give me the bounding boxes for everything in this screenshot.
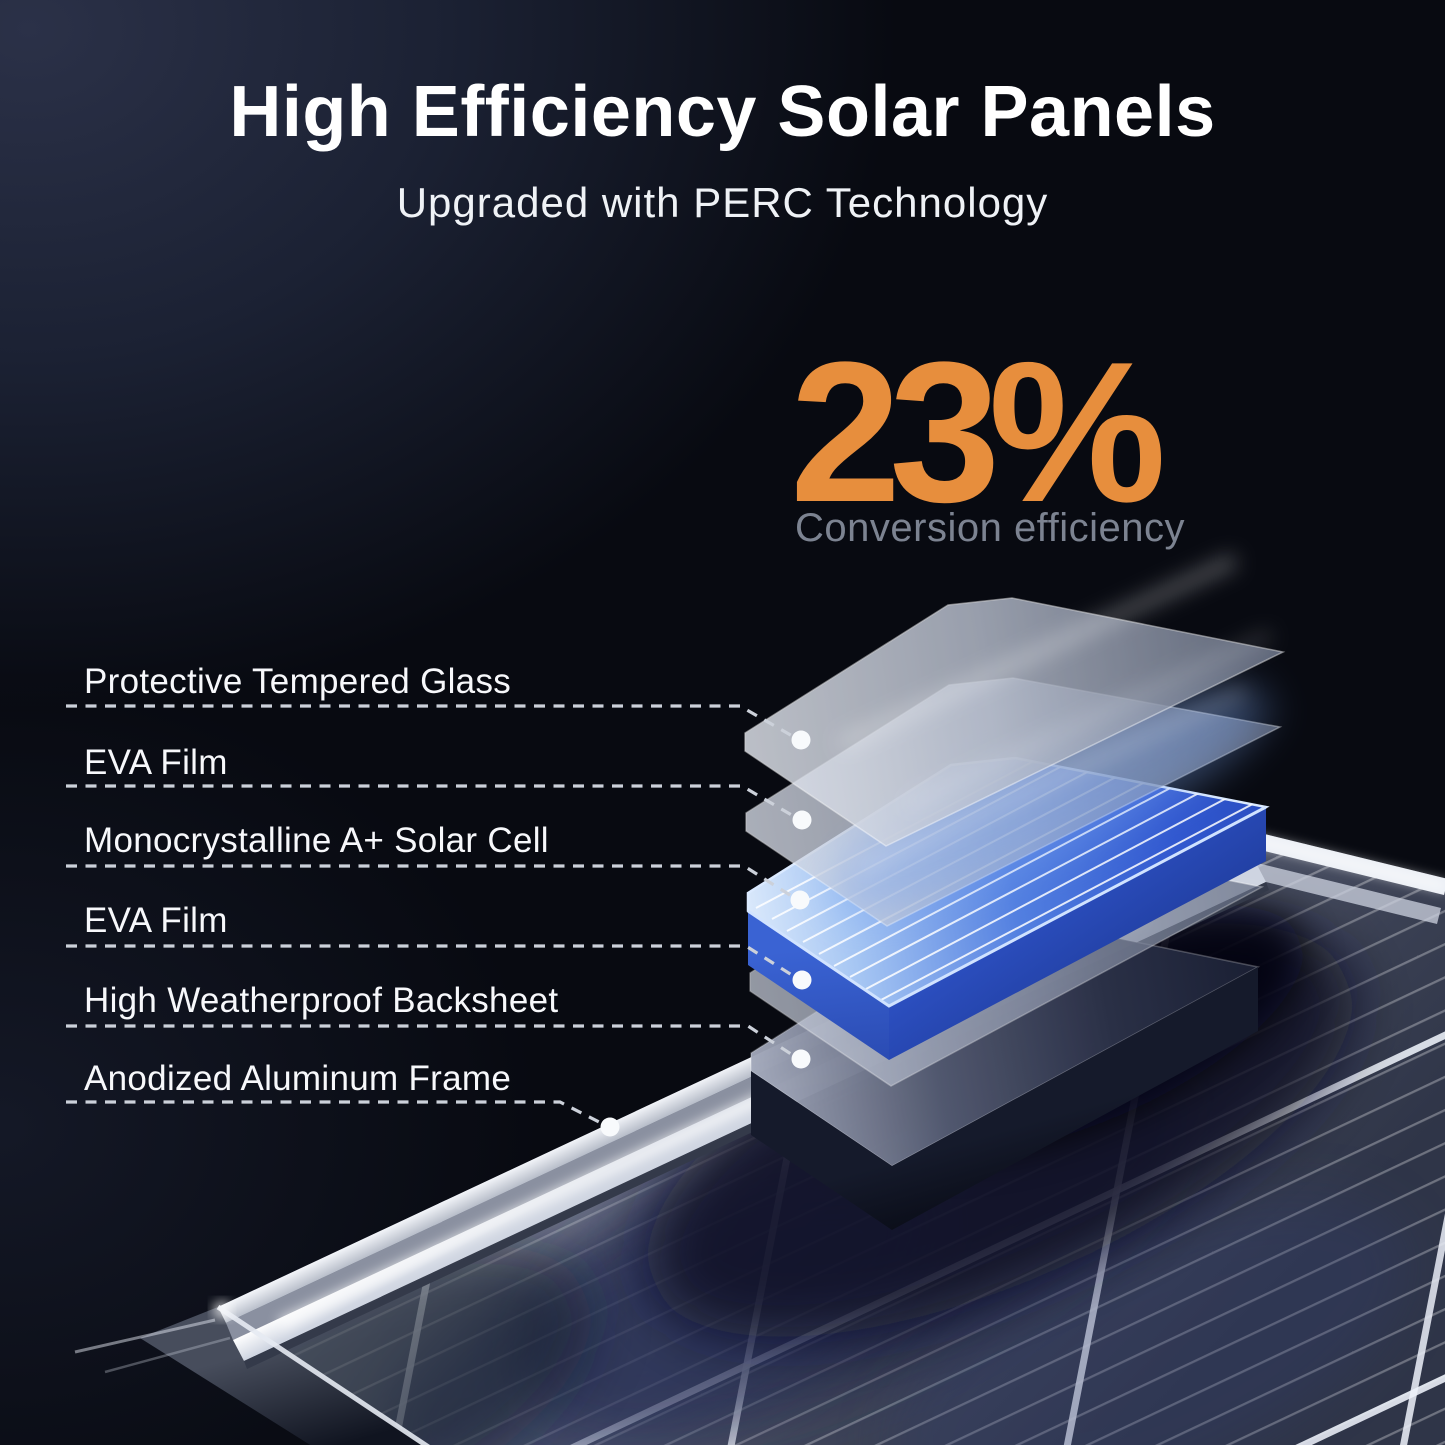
layer-marker-dots	[600, 730, 812, 1137]
panel-frame-corner-streak	[74, 1318, 216, 1354]
panel-frame-side-face	[140, 1307, 426, 1445]
layer-marker-dot	[792, 810, 812, 830]
panel-frame-corner-streak	[104, 1336, 231, 1374]
leader-line-eva-top	[66, 784, 796, 819]
efficiency-caption: Conversion efficiency	[795, 506, 1185, 550]
layer-marker-dot	[790, 890, 810, 910]
leader-line-tempered-glass	[66, 704, 795, 739]
page-title: High Efficiency Solar Panels	[229, 72, 1216, 152]
layer-marker-dot	[792, 970, 812, 990]
layer-label-aluminum-frame: Anodized Aluminum Frame	[84, 1059, 512, 1098]
efficiency-value: 23%	[790, 321, 1166, 544]
layer-glass-sheet	[744, 553, 1286, 847]
layer-label-solar-cell: Monocrystalline A+ Solar Cell	[84, 821, 549, 860]
layer-label-eva-bottom: EVA Film	[84, 901, 228, 940]
layer-label-tempered-glass: Protective Tempered Glass	[84, 662, 512, 701]
layer-marker-dot	[791, 730, 811, 750]
leader-line-eva-bottom	[66, 944, 796, 979]
leader-line-solar-cell	[66, 864, 794, 899]
exploded-stack	[744, 553, 1286, 1230]
page-subtitle: Upgraded with PERC Technology	[396, 179, 1049, 226]
layer-label-eva-top: EVA Film	[84, 743, 228, 782]
leader-lines	[66, 704, 796, 1126]
layer-marker-dot	[600, 1117, 620, 1137]
layer-marker-dot	[791, 1049, 811, 1069]
layer-label-backsheet: High Weatherproof Backsheet	[84, 981, 559, 1020]
leader-line-aluminum-frame	[66, 1100, 604, 1126]
leader-line-backsheet	[66, 1024, 795, 1058]
